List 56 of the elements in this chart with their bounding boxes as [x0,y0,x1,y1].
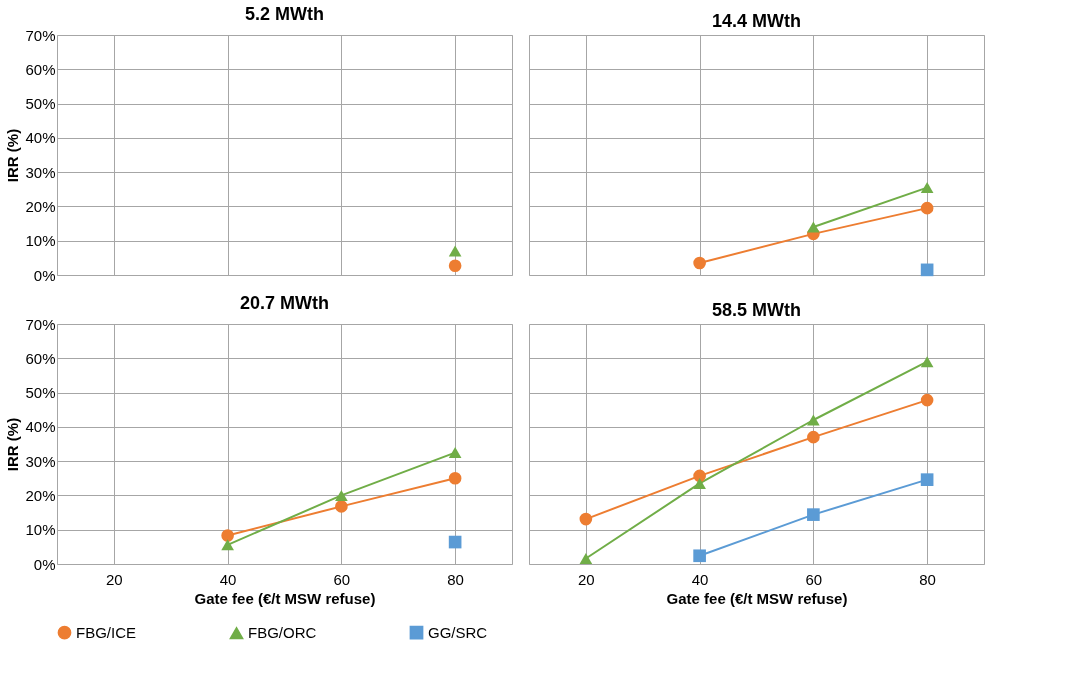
point [807,508,820,521]
x-tick-label: 40 [219,570,237,588]
point [920,473,934,486]
x-tick-label: 20 [106,570,123,588]
y-tick-label: 10% [25,521,56,539]
point [920,263,934,277]
chart-title: 5.2 MWth [245,4,324,24]
point [807,414,820,426]
point [221,529,234,542]
x-tick-label: 80 [447,570,464,588]
y-tick-label: 70% [25,26,56,44]
y-tick-label: 40% [25,418,56,436]
chart-title: 14.4 MWth [711,11,802,31]
y-tick-label: 40% [25,129,56,147]
x-tick-label: 80 [919,570,936,588]
y-tick-label: 50% [25,384,56,402]
y-tick-label: 30% [25,452,56,470]
legend-label: FBG/ORC [248,624,317,642]
y-tick-label: 30% [25,163,56,181]
x-tick-label: 40 [691,570,709,588]
y-tick-label: 70% [25,315,56,333]
y-tick-label: 60% [25,349,56,367]
point [693,549,706,563]
point [335,489,348,501]
y-tick-label: 20% [25,486,56,504]
point [335,500,348,513]
chart-title: 20.7 MWth [239,293,330,313]
x-tick-label: 60 [805,570,823,588]
x-axis-title: Gate fee (€/t MSW refuse) [194,589,376,607]
y-tick-label: 50% [25,95,56,113]
point [221,539,234,551]
point [448,447,462,459]
point [920,393,934,407]
y-tick-label: 10% [25,232,56,250]
y-tick-label: 60% [25,60,56,78]
y-tick-label: 0% [33,266,56,284]
point [920,201,934,215]
chart-title: 58.5 MWth [711,300,802,320]
y-tick-label: 20% [25,197,56,215]
y-axis-title: IRR (%) [4,417,22,472]
y-tick-label: 0% [33,555,56,573]
point [579,553,593,564]
point [693,477,706,489]
x-tick-label: 20 [578,570,595,588]
point [579,512,593,526]
y-axis-title: IRR (%) [4,128,22,183]
point [448,535,462,549]
point [807,430,820,444]
point [693,469,706,483]
x-tick-label: 60 [333,570,351,588]
legend-label: FBG/ICE [76,623,137,641]
point [693,256,706,270]
point [920,356,934,368]
legend-label: GG/SRC [428,623,488,641]
x-axis-title: Gate fee (€/t MSW refuse) [666,589,848,607]
point [448,471,462,485]
